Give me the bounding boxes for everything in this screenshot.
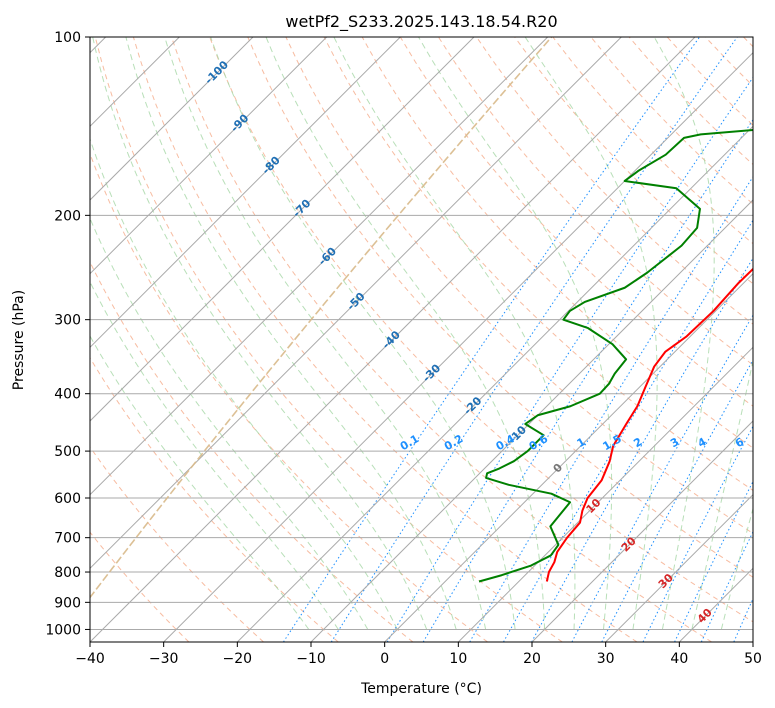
moist-adiabat-line [90, 137, 398, 630]
isotherm-line [90, 37, 475, 422]
isotherm-line [236, 125, 753, 642]
moist-adiabat-line [90, 217, 369, 630]
dewpoint-profile-line [478, 129, 753, 583]
isotherm-line [90, 37, 401, 349]
isotherm-line [457, 346, 753, 642]
moist-adiabat-line [418, 37, 613, 630]
dry-adiabat-line [361, 37, 753, 449]
dry-adiabat-line [247, 37, 753, 578]
mixing-ratio-line [330, 37, 738, 642]
isotherm-line [90, 37, 622, 570]
x-tick-label: 20 [523, 651, 541, 667]
plot-frame [89, 36, 754, 643]
isotherm-line [384, 272, 753, 642]
series-layer [478, 129, 753, 583]
moist-adiabat-line [691, 358, 753, 630]
y-tick-label: 800 [54, 565, 81, 581]
isotherm-line [90, 37, 328, 275]
moist-adiabat-line [90, 280, 339, 630]
mixing-ratio-line [642, 425, 753, 642]
x-tick-label: −40 [75, 651, 105, 667]
moist-adiabat-line [333, 37, 576, 630]
isotherm-line [90, 37, 549, 496]
x-tick-label: −10 [296, 651, 326, 667]
mixing-ratio-line [469, 175, 753, 642]
isotherm-line [163, 51, 753, 642]
y-tick-label: 500 [54, 444, 81, 460]
dry-adiabat-line [90, 152, 488, 642]
x-tick-label: −20 [223, 651, 253, 667]
moist-adiabat-line [720, 506, 753, 630]
isotherm-line [605, 493, 753, 642]
moist-adiabat-line [125, 37, 457, 630]
y-tick-label: 900 [54, 595, 81, 611]
y-tick-label: 1000 [45, 622, 81, 638]
y-tick-label: 700 [54, 531, 81, 547]
chart-title: wetPf2_S233.2025.143.18.54.R20 [285, 12, 557, 32]
moist-adiabat-line [90, 335, 310, 630]
dry-adiabat-line [171, 37, 713, 642]
isotherm-line [90, 37, 696, 642]
temperature-profile-line [545, 267, 753, 582]
y-tick-label: 300 [54, 313, 81, 329]
mixing-ratio-line [503, 219, 753, 642]
y-tick-label: 400 [54, 387, 81, 403]
x-tick-label: −30 [149, 651, 179, 667]
x-axis-label: Temperature (°C) [360, 681, 482, 697]
grid-layer [90, 37, 753, 642]
isotherm-line [90, 37, 254, 201]
x-tick-label: 10 [449, 651, 467, 667]
y-axis-label: Pressure (hPa) [11, 290, 27, 390]
dry-adiabat-line [514, 37, 753, 285]
x-tick-label: 50 [744, 651, 762, 667]
moist-adiabat-line [164, 37, 487, 630]
dry-adiabat-line [399, 37, 753, 407]
y-tick-label: 100 [54, 30, 81, 46]
dry-adiabat-line [94, 37, 563, 642]
axis-layer: −40 −30 −20 −10 0 10 20 30 40 50 100 200 300 400 500 60… [45, 30, 762, 667]
isotherm-line [531, 420, 753, 642]
mixing-ratio-line [674, 480, 753, 642]
moist-adiabat-line [210, 37, 516, 630]
x-tick-label: 40 [670, 651, 688, 667]
moist-adiabat-line [92, 37, 428, 630]
dry-adiabat-line [90, 446, 264, 642]
y-tick-label: 600 [54, 491, 81, 507]
x-tick-label: 30 [597, 651, 615, 667]
moist-adiabat-line [653, 37, 715, 630]
dry-adiabat-line [209, 37, 753, 623]
moist-adiabat-line [265, 37, 546, 630]
moist-adiabat-line [524, 37, 658, 630]
mixing-ratio-line [386, 76, 753, 642]
x-tick-label: 0 [380, 651, 389, 667]
isotherm-line [310, 199, 753, 642]
dry-adiabat-line [90, 531, 190, 642]
y-tick-label: 200 [54, 208, 81, 224]
dry-adiabat-line [90, 356, 339, 642]
